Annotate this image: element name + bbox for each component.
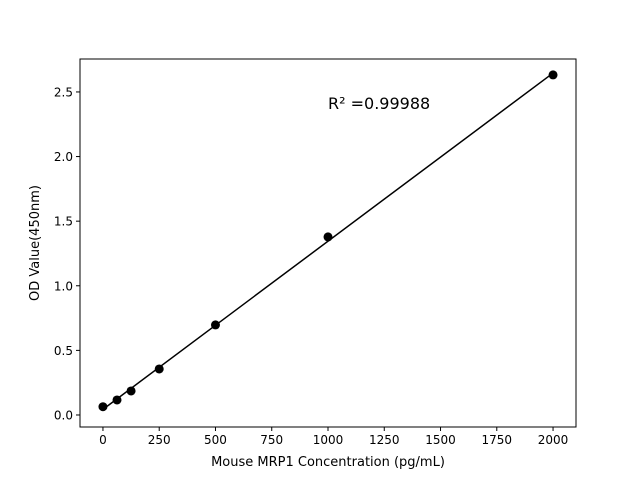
data-point bbox=[323, 232, 333, 242]
y-tick-label: 0.0 bbox=[54, 408, 73, 422]
x-tick-label: 2000 bbox=[538, 433, 569, 447]
x-tick-label: 250 bbox=[148, 433, 171, 447]
y-tick-label: 2.5 bbox=[54, 85, 73, 99]
y-tick-label: 1.5 bbox=[54, 215, 73, 229]
y-tick-label: 1.0 bbox=[54, 279, 73, 293]
r-squared-annotation: R² =0.99988 bbox=[328, 94, 430, 113]
x-axis: 0 250 500 750 1000 1250 1500 1750 2000 bbox=[99, 427, 568, 447]
data-point bbox=[98, 402, 108, 412]
data-point bbox=[210, 320, 220, 330]
data-point bbox=[112, 395, 122, 405]
x-tick-label: 750 bbox=[260, 433, 283, 447]
x-axis-label: Mouse MRP1 Concentration (pg/mL) bbox=[211, 455, 445, 470]
x-tick-label: 500 bbox=[204, 433, 227, 447]
y-axis-label: OD Value(450nm) bbox=[28, 185, 43, 301]
data-point bbox=[154, 364, 164, 374]
data-series bbox=[98, 70, 558, 412]
x-tick-label: 1000 bbox=[313, 433, 344, 447]
y-tick-label: 2.0 bbox=[54, 150, 73, 164]
x-tick-label: 1250 bbox=[369, 433, 400, 447]
x-tick-label: 0 bbox=[99, 433, 107, 447]
x-tick-label: 1500 bbox=[425, 433, 456, 447]
y-tick-label: 0.5 bbox=[54, 344, 73, 358]
x-tick-label: 1750 bbox=[482, 433, 513, 447]
y-axis: 0.0 0.5 1.0 1.5 2.0 2.5 bbox=[54, 85, 80, 422]
data-point bbox=[548, 70, 558, 80]
data-point bbox=[126, 386, 136, 396]
